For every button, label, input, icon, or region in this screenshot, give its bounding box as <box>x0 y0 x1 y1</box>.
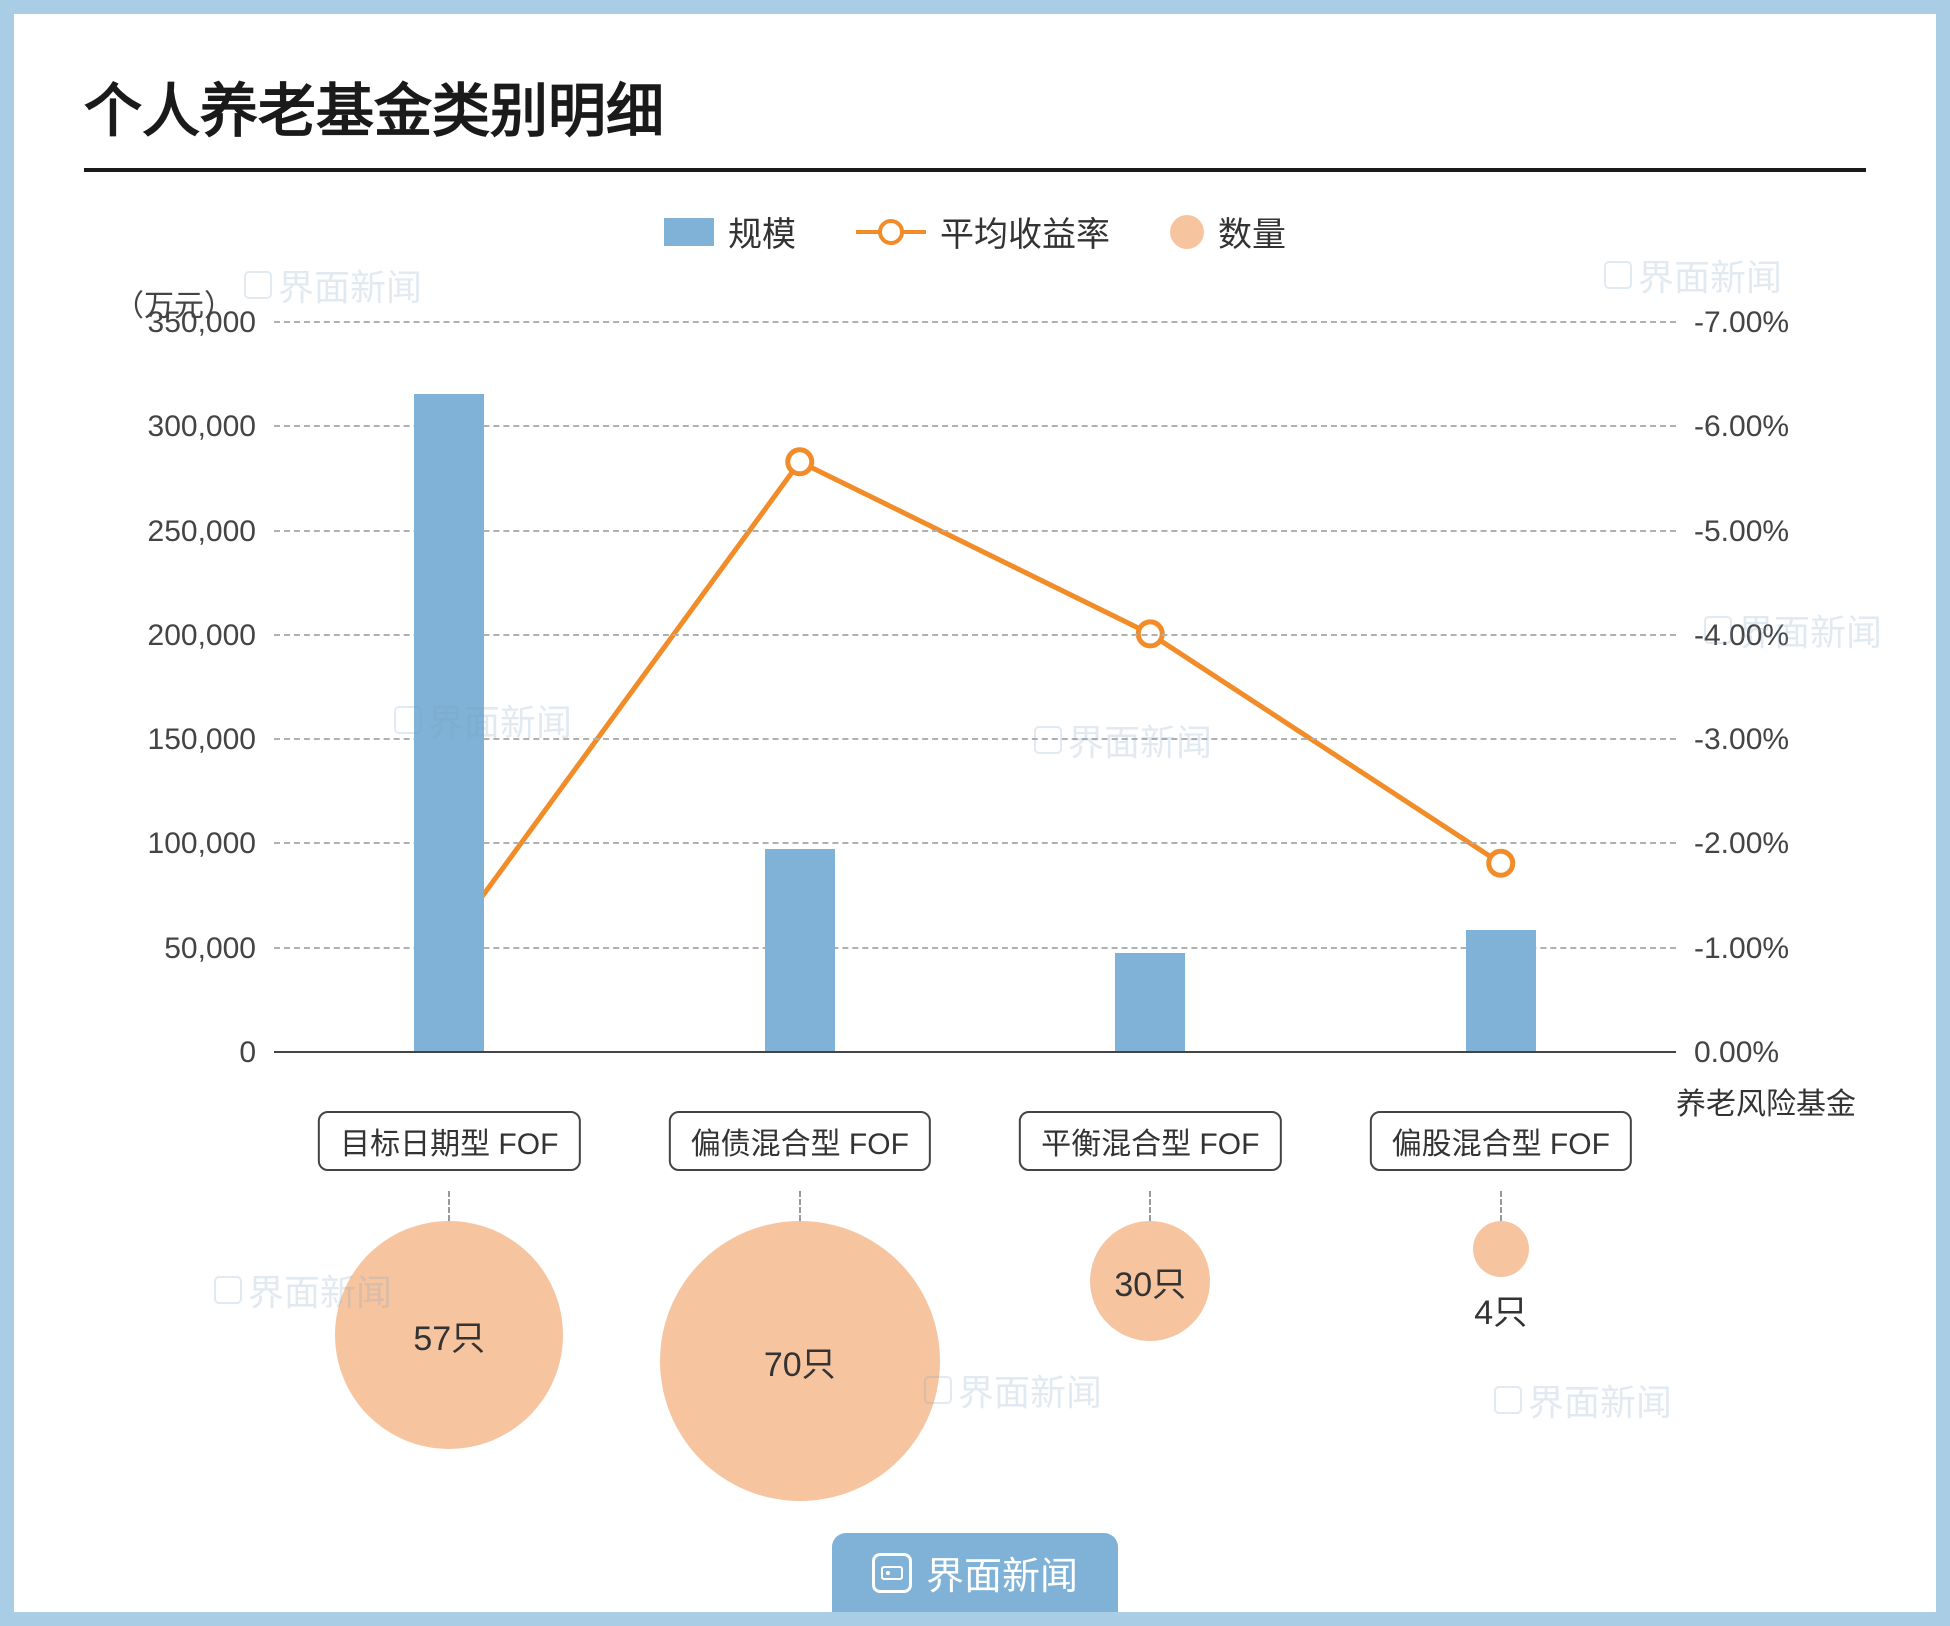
circle-swatch-icon <box>1170 215 1204 249</box>
bubble-group: 4只 <box>1473 1191 1529 1334</box>
chart-area: （万元） 00.00%50,000-1.00%100,000-2.00%150,… <box>84 281 1866 1101</box>
title-underline <box>84 168 1866 172</box>
count-bubble: 57只 <box>335 1221 563 1449</box>
line-swatch-icon <box>856 230 926 234</box>
y-left-tick-label: 200,000 <box>148 619 256 653</box>
legend-item-bar: 规模 <box>664 207 796 256</box>
y-right-tick-label: -5.00% <box>1694 515 1789 549</box>
bar <box>1466 930 1536 1051</box>
line-marker <box>788 450 812 474</box>
legend-bar-label: 规模 <box>728 207 796 256</box>
grid-line: 300,000-6.00% <box>274 425 1676 427</box>
bubble-connector <box>799 1191 801 1221</box>
bubble-connector <box>1500 1191 1502 1221</box>
grid-line: 100,000-2.00% <box>274 842 1676 844</box>
bubble-group: 70只 <box>660 1191 940 1501</box>
grid-line: 250,000-5.00% <box>274 530 1676 532</box>
brand-icon <box>872 1553 912 1593</box>
category-label: 偏债混合型 FOF <box>669 1111 931 1171</box>
bubble-connector <box>448 1191 450 1221</box>
plot-area: 00.00%50,000-1.00%100,000-2.00%150,000-3… <box>274 321 1676 1051</box>
y-right-tick-label: -2.00% <box>1694 827 1789 861</box>
bubble-label: 4只 <box>1474 1285 1527 1334</box>
y-left-tick-label: 350,000 <box>148 306 256 340</box>
sub-axis-label: 养老风险基金 <box>1676 1079 1856 1123</box>
bar <box>414 394 484 1051</box>
bubble-connector <box>1149 1191 1151 1221</box>
y-left-tick-label: 150,000 <box>148 723 256 757</box>
y-right-tick-label: -6.00% <box>1694 410 1789 444</box>
legend: 规模 平均收益率 数量 <box>14 207 1936 256</box>
y-right-tick-label: -3.00% <box>1694 723 1789 757</box>
y-right-tick-label: 0.00% <box>1694 1036 1779 1070</box>
grid-line: 150,000-3.00% <box>274 738 1676 740</box>
y-right-tick-label: -7.00% <box>1694 306 1789 340</box>
category-label: 平衡混合型 FOF <box>1019 1111 1281 1171</box>
line-marker <box>1489 851 1513 875</box>
chart-frame: 个人养老基金类别明细 规模 平均收益率 数量 （万元） 00.00%50,000… <box>0 0 1950 1626</box>
count-bubble: 70只 <box>660 1221 940 1501</box>
legend-item-circle: 数量 <box>1170 207 1286 256</box>
y-left-tick-label: 0 <box>239 1036 256 1070</box>
legend-circle-label: 数量 <box>1218 207 1286 256</box>
count-bubble <box>1473 1221 1529 1277</box>
line-path <box>449 462 1501 942</box>
bubble-row: 57只 70只 30只 4只 <box>274 1191 1676 1551</box>
bar-swatch-icon <box>664 218 714 246</box>
category-label: 偏股混合型 FOF <box>1370 1111 1632 1171</box>
y-left-tick-label: 250,000 <box>148 515 256 549</box>
grid-line: 350,000-7.00% <box>274 321 1676 323</box>
y-right-tick-label: -4.00% <box>1694 619 1789 653</box>
chart-title: 个人养老基金类别明细 <box>14 14 1936 168</box>
footer-brand: 界面新闻 <box>926 1545 1078 1600</box>
grid-line: 200,000-4.00% <box>274 634 1676 636</box>
bubble-group: 57只 <box>335 1191 563 1449</box>
y-right-tick-label: -1.00% <box>1694 932 1789 966</box>
grid-line: 00.00% <box>274 1051 1676 1053</box>
bar <box>765 849 835 1051</box>
bar <box>1115 953 1185 1051</box>
y-left-tick-label: 50,000 <box>164 932 256 966</box>
legend-line-label: 平均收益率 <box>940 207 1110 256</box>
bubble-group: 30只 <box>1090 1191 1210 1341</box>
y-left-tick-label: 300,000 <box>148 410 256 444</box>
category-label: 目标日期型 FOF <box>318 1111 580 1171</box>
legend-item-line: 平均收益率 <box>856 207 1110 256</box>
count-bubble: 30只 <box>1090 1221 1210 1341</box>
footer-badge: 界面新闻 <box>832 1533 1118 1612</box>
watermark-icon <box>214 1276 242 1304</box>
y-left-tick-label: 100,000 <box>148 827 256 861</box>
category-labels: 目标日期型 FOF 偏债混合型 FOF 平衡混合型 FOF 偏股混合型 FOF <box>274 1111 1676 1171</box>
